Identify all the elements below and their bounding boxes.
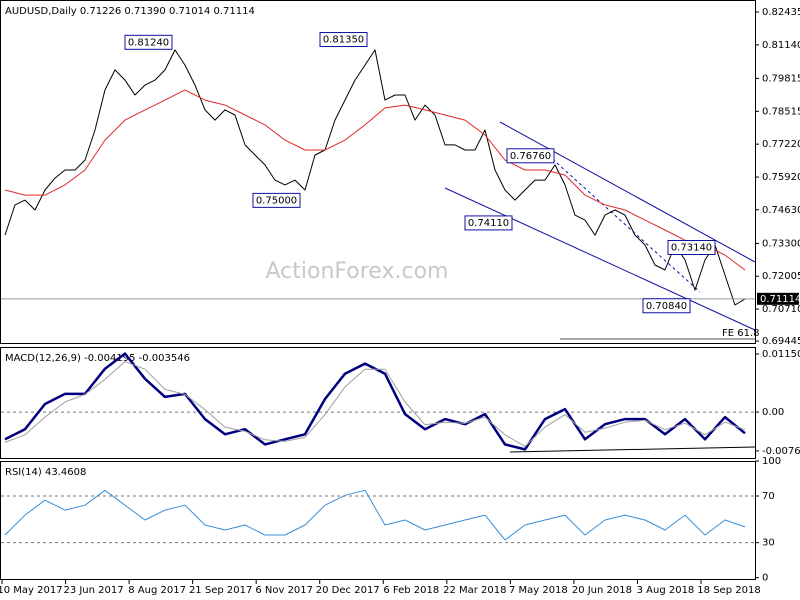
x-tick-label: 18 Sep 2018 (697, 585, 760, 596)
macd-panel (0, 347, 756, 459)
series-line (4, 361, 746, 447)
panel-title: AUDUSD,Daily 0.71226 0.71390 0.71014 0.7… (5, 6, 255, 17)
y-tick-label: 0.75920 (762, 172, 800, 183)
annotation-label: 0.81240 (128, 37, 169, 48)
panel-title: RSI(14) 43.4608 (5, 467, 86, 478)
y-tick-label: 0.72005 (762, 271, 800, 282)
watermark: ActionForex.com (266, 259, 449, 284)
y-tick-label: 0.78515 (762, 106, 800, 117)
panel-title: MACD(12,26,9) -0.004195 -0.003546 (5, 353, 190, 364)
x-tick-label: 22 Mar 2018 (443, 585, 506, 596)
series-line (4, 352, 746, 451)
y-tick-label: 0.70710 (762, 304, 800, 315)
macd-trendline (509, 446, 756, 453)
y-tick-label: 0.00 (762, 407, 784, 418)
y-tick-label: 0.74630 (762, 205, 800, 216)
series-line (4, 89, 746, 271)
annotation-box (464, 215, 513, 231)
x-tick-label: 20 Jun 2018 (572, 585, 632, 596)
x-tick-label: 10 May 2017 (0, 585, 63, 596)
y-tick-label: 100 (762, 456, 781, 467)
channel-lower (444, 187, 756, 331)
y-tick-label: 0.77220 (762, 139, 800, 150)
channel-upper (499, 121, 756, 263)
annotation-label: 0.81350 (323, 35, 364, 46)
x-tick-label: 23 Jun 2017 (63, 585, 123, 596)
annotation-box (642, 298, 691, 314)
x-tick-label: 6 Feb 2018 (383, 585, 439, 596)
y-tick-label: 0 (762, 573, 768, 584)
y-tick-label: 0.81140 (762, 40, 800, 51)
y-tick-label: -0.007694 (762, 446, 800, 457)
note-label: FE 61.8 (722, 328, 760, 339)
y-tick-label: 0.011508 (762, 349, 800, 360)
annotation-box (506, 148, 555, 164)
x-tick-label: 20 Dec 2017 (316, 585, 380, 596)
y-tick-label: 30 (762, 538, 775, 549)
x-tick-label: 6 Nov 2017 (255, 585, 313, 596)
last-price-label: 0.71114 (760, 294, 800, 305)
annotation-box (319, 32, 368, 48)
series-line (4, 49, 746, 306)
x-tick-label: 8 Aug 2017 (128, 585, 186, 596)
annotation-box (124, 34, 173, 50)
annotation-label: 0.75000 (256, 195, 297, 206)
rsi-panel (0, 461, 756, 580)
annotation-box (252, 192, 301, 208)
x-tick-label: 21 Sep 2017 (189, 585, 252, 596)
channel-mid (547, 154, 701, 293)
y-tick-label: 0.73300 (762, 238, 800, 249)
annotation-label: 0.76760 (510, 151, 551, 162)
y-tick-label: 0.82435 (762, 7, 800, 18)
x-tick-label: 7 May 2018 (509, 585, 568, 596)
series-line (4, 489, 746, 541)
last-price-box (757, 292, 799, 305)
y-tick-label: 70 (762, 491, 775, 502)
annotation-label: 0.70840 (646, 301, 687, 312)
annotation-label: 0.73140 (671, 242, 712, 253)
price-panel (0, 0, 756, 344)
x-tick-label: 3 Aug 2018 (637, 585, 695, 596)
annotation-box (667, 239, 716, 255)
annotation-label: 0.74110 (468, 218, 509, 229)
y-tick-label: 0.79815 (762, 73, 800, 84)
y-tick-label: 0.69445 (762, 336, 800, 347)
